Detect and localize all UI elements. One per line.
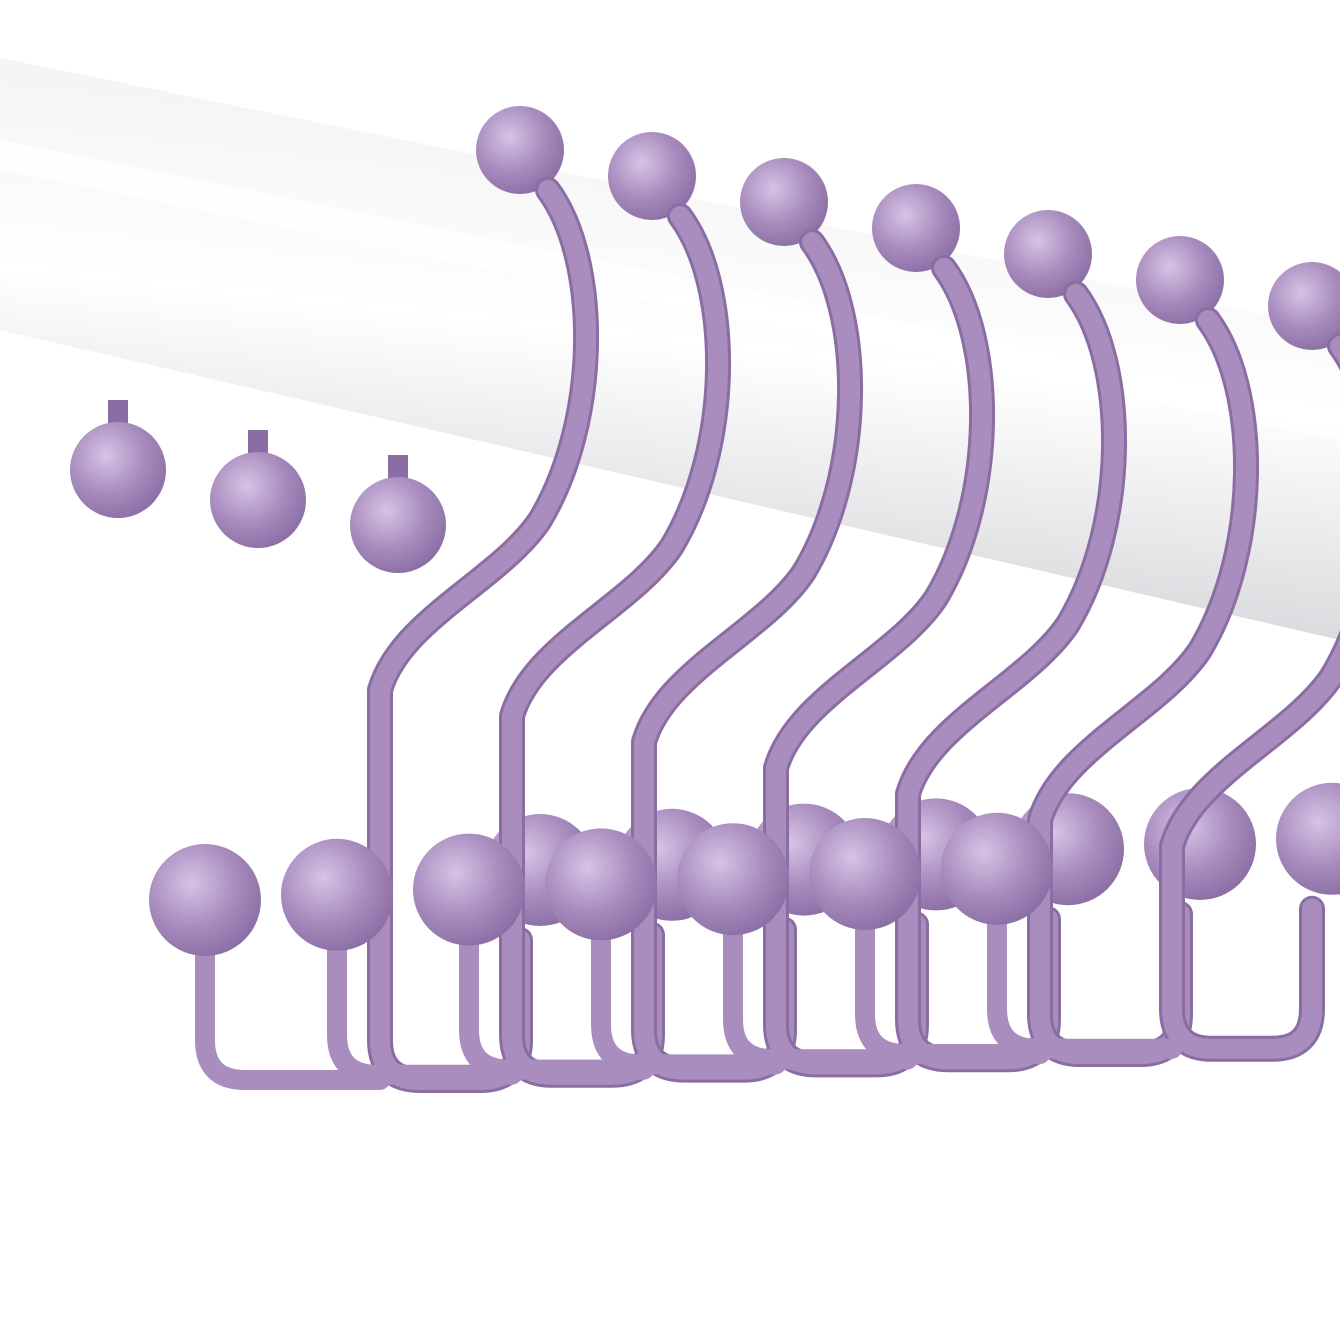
hook-left-ball — [413, 833, 525, 946]
hook-top-ball — [740, 158, 828, 246]
back-ball-row — [70, 400, 446, 573]
shower-hook — [941, 262, 1340, 1062]
hook-left-ball — [149, 844, 261, 956]
hook-left-ball — [941, 812, 1053, 925]
hook-base — [591, 1014, 786, 1075]
hook-base — [855, 1004, 1050, 1064]
hook-top-ball — [608, 132, 696, 220]
hook-top-ball — [1136, 236, 1224, 324]
curtain-rod — [0, 58, 1340, 640]
hook-left-ball — [545, 828, 657, 941]
hook-left-ball — [281, 838, 393, 951]
hook-set — [149, 106, 1340, 1093]
hook-right-ball — [1276, 782, 1340, 895]
back-hook-ball — [70, 422, 166, 518]
hook-left-ball — [677, 823, 789, 936]
rod-group — [0, 58, 1340, 640]
hook-base — [723, 1009, 918, 1070]
hook-base — [987, 998, 1182, 1059]
hook-base — [195, 1030, 390, 1090]
hook-left-ball — [809, 818, 921, 930]
hook-top-ball — [1004, 210, 1092, 298]
back-hook-ball — [210, 452, 306, 548]
hook-top-ball — [872, 184, 960, 272]
hook-base — [327, 1024, 522, 1085]
hook-wire — [1162, 336, 1340, 1059]
hook-base — [459, 1019, 654, 1080]
hook-top-ball — [476, 106, 564, 194]
rod-highlight — [0, 140, 1340, 440]
back-hook-ball — [350, 477, 446, 573]
hook-top-ball — [1268, 262, 1340, 350]
